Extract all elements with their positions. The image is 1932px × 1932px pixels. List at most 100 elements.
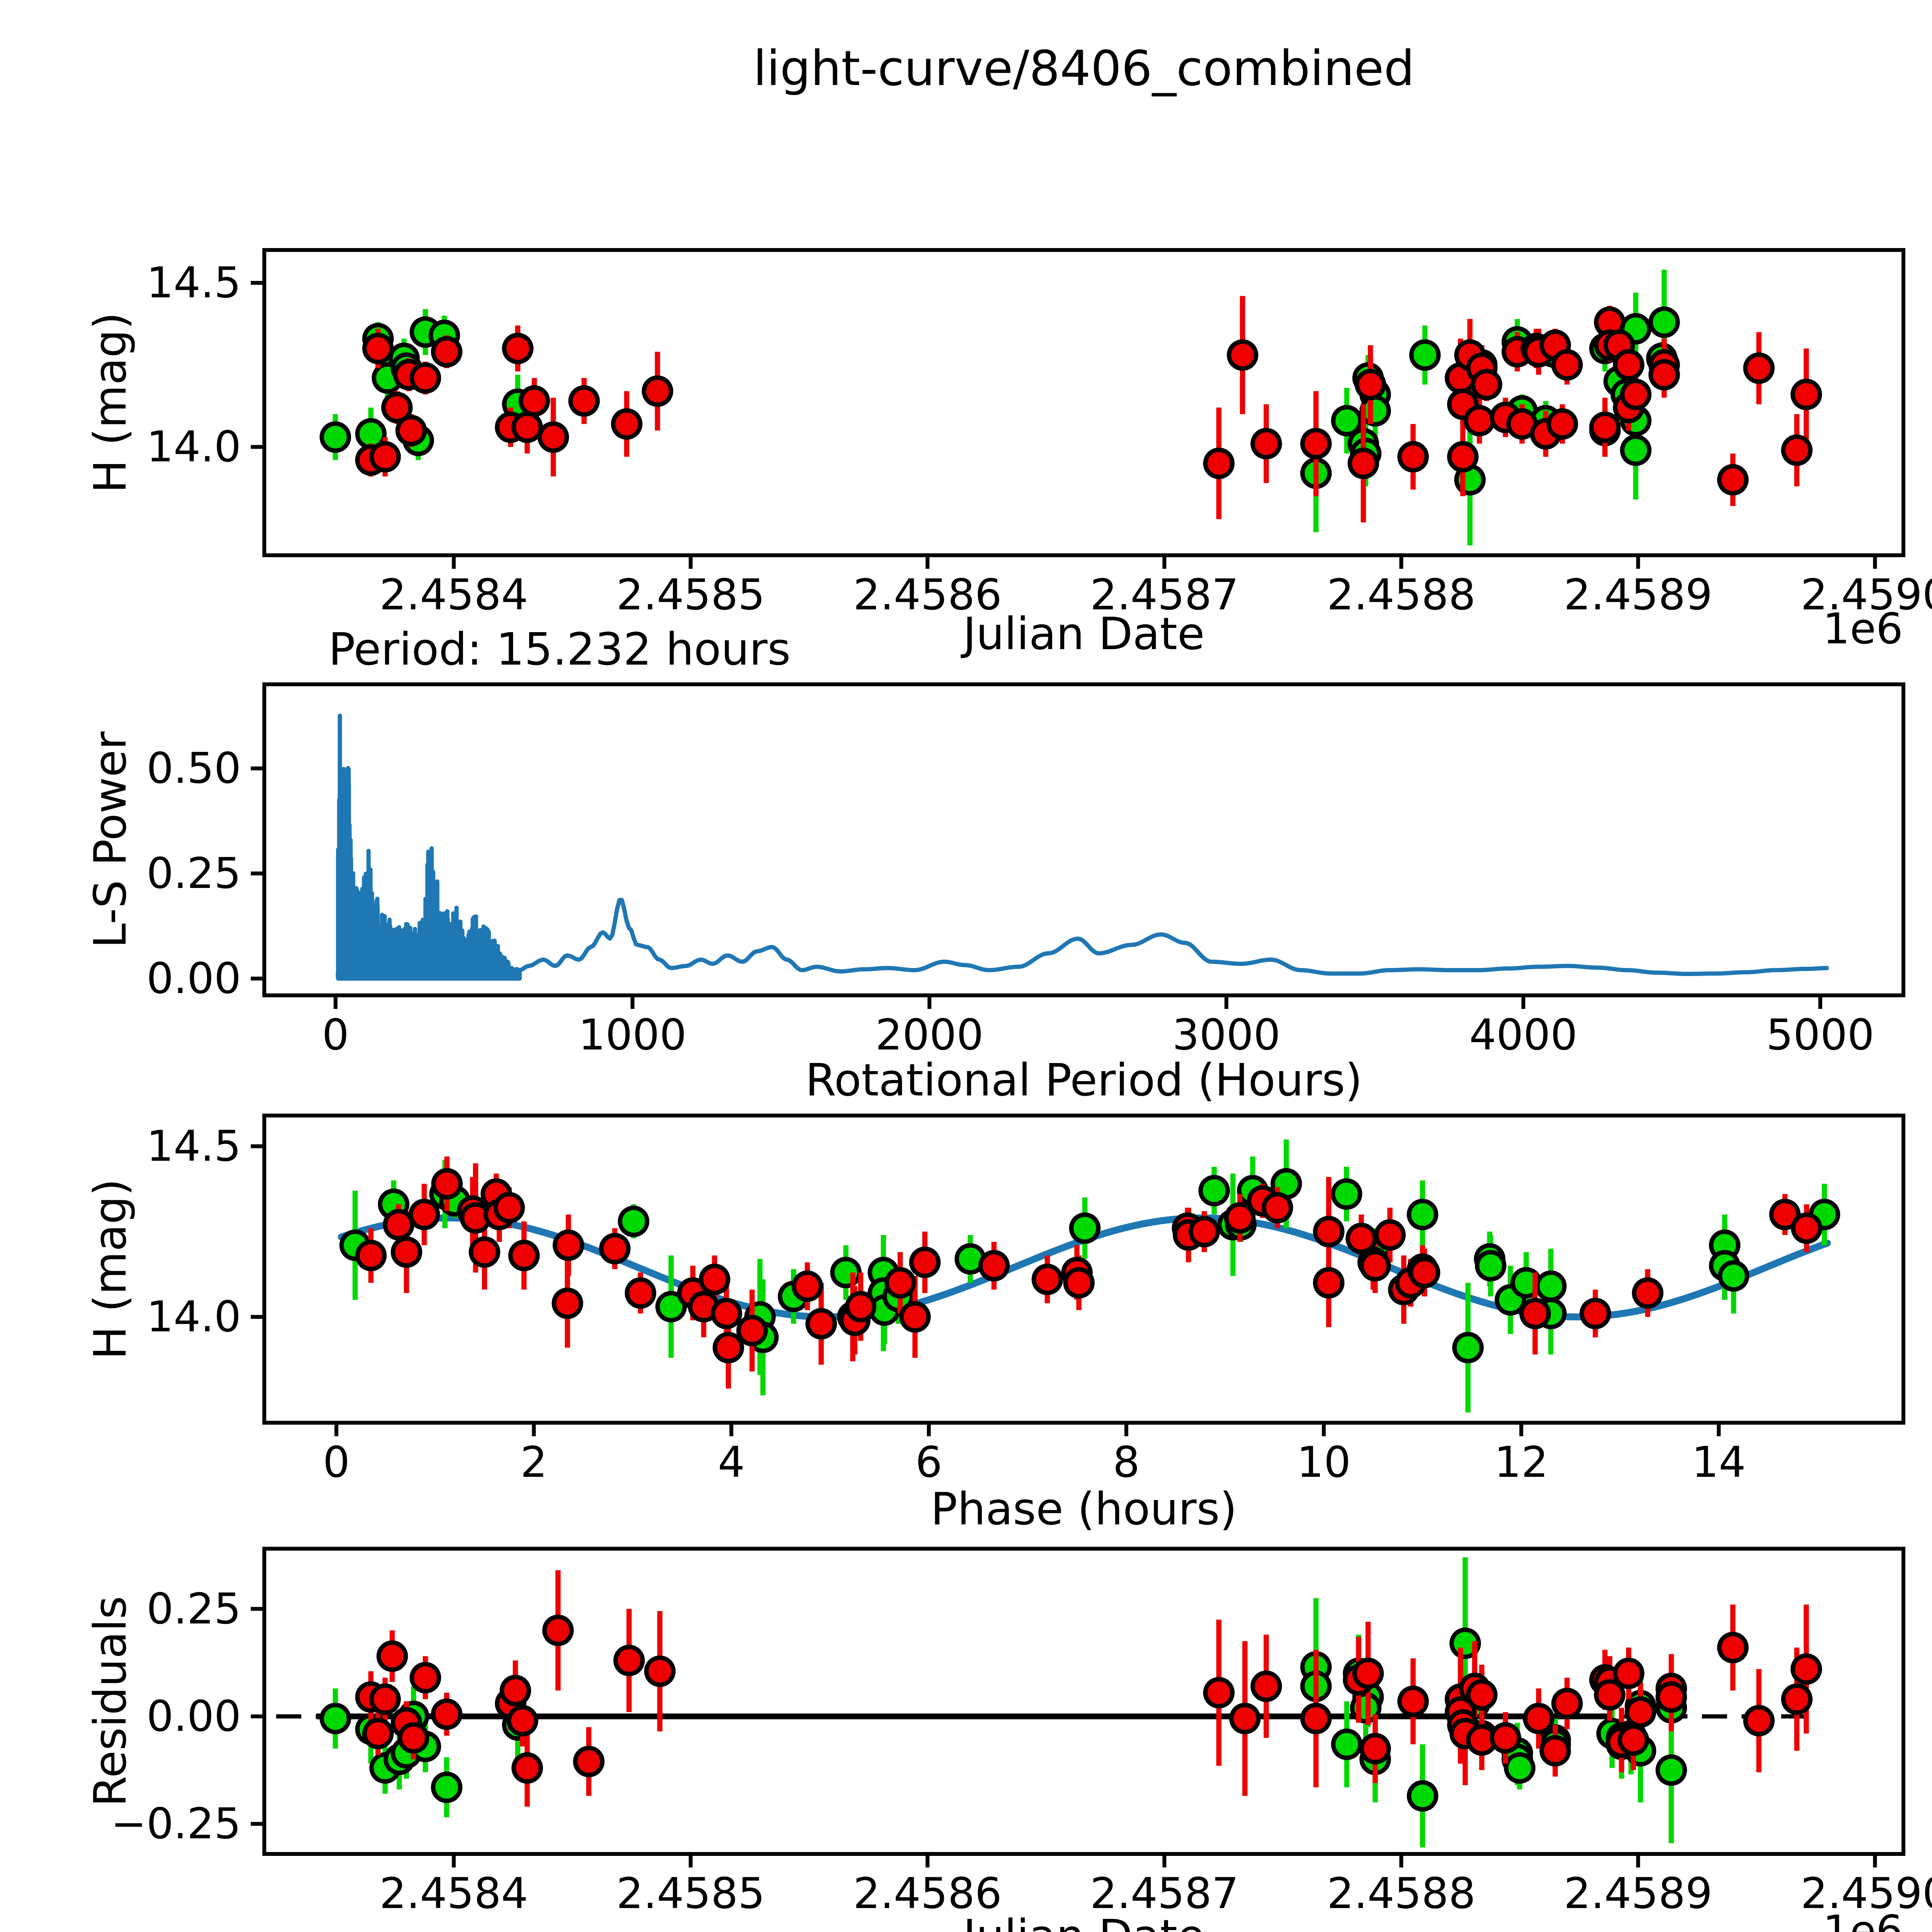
data-point [791, 1270, 823, 1302]
data-point [369, 441, 401, 473]
data-point [320, 421, 351, 453]
data-point [1189, 1216, 1220, 1248]
data-point [320, 1702, 351, 1735]
data-point [1359, 1250, 1391, 1282]
data-point [1466, 1679, 1498, 1711]
x-tick-label: 0 [322, 1010, 349, 1060]
data-point [398, 1722, 429, 1754]
data-point [1409, 339, 1441, 371]
data-point [410, 362, 441, 394]
x-tick-label: 2.4590 [1801, 1869, 1932, 1918]
data-point [1463, 405, 1495, 437]
data-point [1347, 447, 1379, 479]
data-point [611, 408, 643, 440]
data-point [699, 1264, 731, 1295]
data-point [568, 385, 600, 417]
data-point [617, 1206, 650, 1237]
data-point [1546, 408, 1578, 440]
periodogram-curve [336, 713, 1829, 981]
data-point [1250, 1670, 1282, 1702]
data-point [1229, 1702, 1261, 1735]
data-point [1031, 1264, 1063, 1295]
data-point [1471, 369, 1502, 401]
panel4-x-offset-label: 1e6 [1823, 1906, 1903, 1932]
x-tick-label: 2.4585 [616, 1869, 765, 1918]
panel2-x-axis-label: Rotational Period (Hours) [805, 1054, 1362, 1106]
data-point [1354, 369, 1386, 401]
data-point [713, 1332, 744, 1364]
x-tick-label: 12 [1494, 1437, 1548, 1487]
data-point [978, 1250, 1010, 1282]
panel-periodogram: 0 1000 2000 3000 4000 5000 0.00 0.25 0.50 [146, 682, 1906, 1060]
data-point [408, 1199, 440, 1230]
y-tick-label: 14.5 [146, 258, 241, 307]
data-point [1397, 1685, 1429, 1717]
data-point [1769, 1199, 1801, 1230]
data-point [493, 1192, 525, 1224]
data-point [502, 333, 534, 364]
x-tick-label: 10 [1297, 1437, 1351, 1487]
chart-render-layer: 2.4584 2.4585 2.4586 2.4587 2.4588 2.4589 2.45… [111, 248, 1932, 1918]
data-point [1475, 1250, 1507, 1282]
data-point [1313, 1267, 1345, 1299]
x-tick-label: 2000 [875, 1010, 983, 1060]
data-points-red [355, 1168, 1823, 1364]
data-point [1717, 1632, 1749, 1663]
panel-residuals: 2.4584 2.4585 2.4586 2.4587 2.4588 2.4589 2.45… [111, 1546, 1932, 1918]
data-point [395, 415, 427, 446]
x-tick-label: 8 [1113, 1437, 1140, 1487]
y-tick-label: 0.00 [146, 1691, 241, 1741]
data-point [909, 1247, 941, 1278]
panel3-x-axis-label: Phase (hours) [931, 1483, 1237, 1535]
x-tick-label: 2.4588 [1327, 1869, 1476, 1918]
data-point [884, 1267, 916, 1299]
data-point [362, 333, 394, 364]
x-tick-label: 2.4588 [1327, 570, 1476, 619]
axes-spines [262, 248, 1906, 557]
panel1-y-axis-label: H (mag) [85, 312, 136, 493]
y-tick-label: 0.25 [146, 849, 241, 898]
data-point [1447, 441, 1479, 473]
x-tick-label: 6 [915, 1437, 942, 1487]
x-tick-label: 2.4586 [853, 570, 1002, 619]
x-tick-label: 2 [520, 1437, 548, 1487]
figure-title: light-curve/8406_combined [753, 41, 1415, 97]
panel3-y-axis-label: H (mag) [85, 1179, 136, 1359]
data-point [355, 1240, 387, 1271]
data-point [431, 1168, 463, 1200]
data-point [1374, 1219, 1406, 1251]
data-point [1620, 379, 1652, 410]
data-point [1717, 464, 1749, 496]
data-point [1535, 1270, 1567, 1302]
data-point [1224, 1202, 1256, 1234]
data-point [805, 1308, 837, 1340]
y-tick-label: 0.00 [146, 954, 241, 1003]
data-point [1624, 1696, 1656, 1728]
data-point [391, 1236, 422, 1268]
data-point [1331, 1728, 1363, 1760]
data-point [551, 1287, 583, 1319]
data-point [1203, 447, 1235, 479]
data-point [1655, 1681, 1687, 1713]
x-tick-label: 3000 [1172, 1010, 1281, 1060]
data-point [1330, 1178, 1362, 1210]
data-point [376, 1640, 408, 1672]
data-point [383, 1209, 415, 1241]
data-point [1781, 1683, 1813, 1715]
data-point [1594, 1679, 1626, 1711]
data-point [1198, 1175, 1230, 1207]
y-tick-label: −0.25 [111, 1799, 241, 1849]
x-tick-label: 2.4585 [616, 570, 765, 619]
x-tick-label: 2.4587 [1090, 570, 1239, 619]
data-point [410, 1662, 441, 1694]
axes-spines [262, 1546, 1906, 1856]
data-point [1397, 441, 1429, 473]
data-point [511, 411, 543, 443]
panel1-x-offset-label: 1e6 [1823, 604, 1903, 653]
data-point [1300, 1702, 1332, 1735]
data-point [1613, 349, 1645, 381]
x-tick-label: 2.4584 [379, 570, 528, 619]
axes-spines [262, 682, 1906, 998]
data-point [381, 391, 413, 423]
